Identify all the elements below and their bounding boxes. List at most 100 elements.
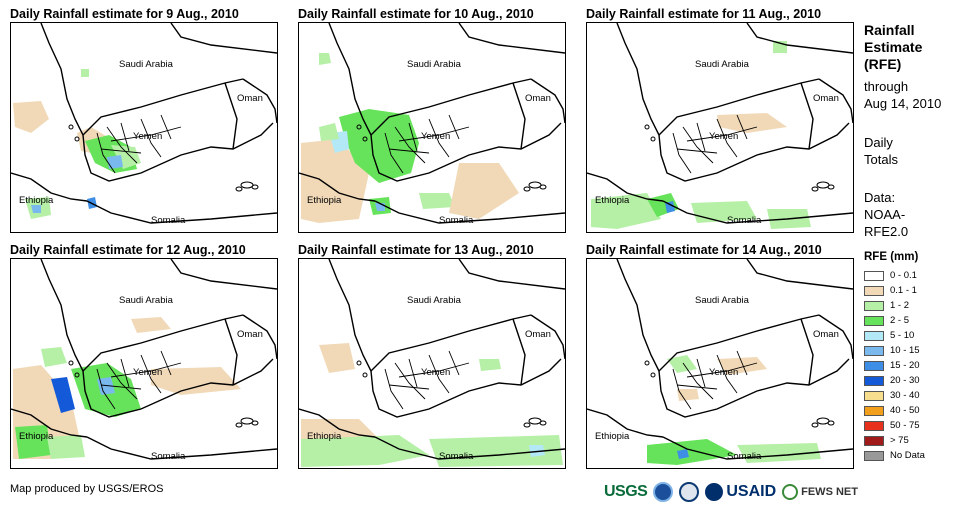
island (235, 422, 243, 428)
fews-net-logo: FEWS NET (782, 484, 858, 500)
map-label-ethiopia: Ethiopia (307, 195, 342, 206)
map-label-ethiopia: Ethiopia (595, 195, 630, 206)
island (523, 186, 531, 192)
rainfall-patch (591, 193, 661, 229)
map-label-saudi: Saudi Arabia (119, 295, 174, 306)
district-border (160, 350, 172, 376)
legend-item: > 75 (864, 433, 925, 448)
country-border (224, 318, 238, 386)
legend-label: 10 - 15 (890, 345, 920, 356)
legend-label: 0.1 - 1 (890, 285, 917, 296)
country-border (746, 23, 853, 54)
logo-strip: USGS USAID FEWS NET (604, 478, 858, 506)
country-border (512, 82, 526, 150)
island (539, 420, 547, 426)
fews-globe-icon (782, 484, 799, 500)
country-border (82, 122, 274, 182)
map-label-somalia: Somalia (151, 215, 186, 226)
district-border (676, 148, 718, 154)
district-border (696, 358, 706, 388)
country-border (530, 314, 565, 360)
map-label-saudi: Saudi Arabia (119, 59, 174, 70)
district-border (716, 118, 738, 158)
map-label-somalia: Somalia (439, 215, 474, 226)
country-border (86, 200, 277, 224)
country-border (658, 122, 850, 182)
map-label-yemen: Yemen (709, 367, 738, 378)
legend: 0 - 0.1 0.1 - 1 1 - 2 2 - 5 5 - 10 10 - 15 15 … (864, 268, 925, 463)
map-label-oman: Oman (525, 329, 551, 340)
island (644, 360, 650, 366)
island (68, 360, 74, 366)
district-border (160, 114, 172, 140)
panel-title-5: Daily Rainfall estimate for 13 Aug., 201… (298, 243, 534, 257)
rainfall-patch (97, 377, 115, 395)
rainfall-patch (15, 425, 51, 459)
legend-item: 0 - 0.1 (864, 268, 925, 283)
country-border (800, 82, 814, 150)
island (644, 124, 650, 130)
rainfall-patch (667, 355, 697, 373)
panel-title-1: Daily Rainfall estimate for 9 Aug., 2010 (10, 7, 239, 21)
legend-item: 50 - 75 (864, 418, 925, 433)
legend-item: 20 - 30 (864, 373, 925, 388)
country-border (370, 314, 532, 372)
country-border (170, 259, 277, 290)
district-border (120, 122, 130, 152)
map-label-oman: Oman (813, 93, 839, 104)
district-border (384, 132, 404, 174)
panel-title-2: Daily Rainfall estimate for 10 Aug., 201… (298, 7, 534, 21)
district-border (448, 114, 460, 140)
district-border (398, 362, 470, 378)
legend-swatch (864, 405, 884, 416)
island (523, 422, 531, 428)
map-label-yemen: Yemen (709, 131, 738, 142)
country-border (374, 436, 565, 460)
map-label-saudi: Saudi Arabia (695, 295, 750, 306)
island (827, 420, 835, 426)
island (251, 420, 259, 426)
legend-item: 0.1 - 1 (864, 283, 925, 298)
island (811, 186, 819, 192)
map-label-somalia: Somalia (727, 451, 762, 462)
rainfall-patch (301, 435, 429, 467)
rainfall-patch (677, 449, 689, 459)
country-border (530, 78, 565, 124)
rainfall-patch (81, 69, 89, 77)
island (356, 360, 362, 366)
district-border (682, 126, 714, 164)
country-border (82, 78, 244, 136)
country-border (662, 436, 853, 460)
country-border (818, 314, 853, 360)
commerce-seal-icon (679, 482, 700, 502)
sidebar-title: Rainfall Estimate (RFE) (864, 22, 923, 72)
rainfall-map-5: Saudi Arabia Oman Yemen Ethiopia Somalia (298, 258, 566, 469)
legend-title: RFE (mm) (864, 251, 919, 263)
legend-label: 2 - 5 (890, 315, 910, 326)
island (74, 372, 80, 378)
legend-swatch (864, 420, 884, 431)
legend-label: 1 - 2 (890, 300, 910, 311)
map-label-yemen: Yemen (133, 367, 162, 378)
country-border (299, 172, 376, 202)
legend-swatch (864, 390, 884, 401)
district-border (110, 126, 182, 142)
legend-label: 40 - 50 (890, 405, 920, 416)
map-label-yemen: Yemen (421, 367, 450, 378)
country-border (800, 318, 814, 386)
island (528, 417, 542, 425)
legend-item: 40 - 50 (864, 403, 925, 418)
map-label-ethiopia: Ethiopia (19, 431, 54, 442)
country-border (328, 259, 372, 372)
map-label-oman: Oman (237, 329, 263, 340)
legend-swatch (864, 300, 884, 311)
country-border (370, 358, 562, 418)
country-border (658, 78, 820, 136)
rainfall-patch (41, 347, 67, 367)
rainfall-patch (107, 155, 123, 169)
legend-swatch (864, 285, 884, 296)
legend-swatch (864, 360, 884, 371)
island (356, 124, 362, 130)
island (240, 417, 254, 425)
rainfall-patch (677, 389, 699, 401)
